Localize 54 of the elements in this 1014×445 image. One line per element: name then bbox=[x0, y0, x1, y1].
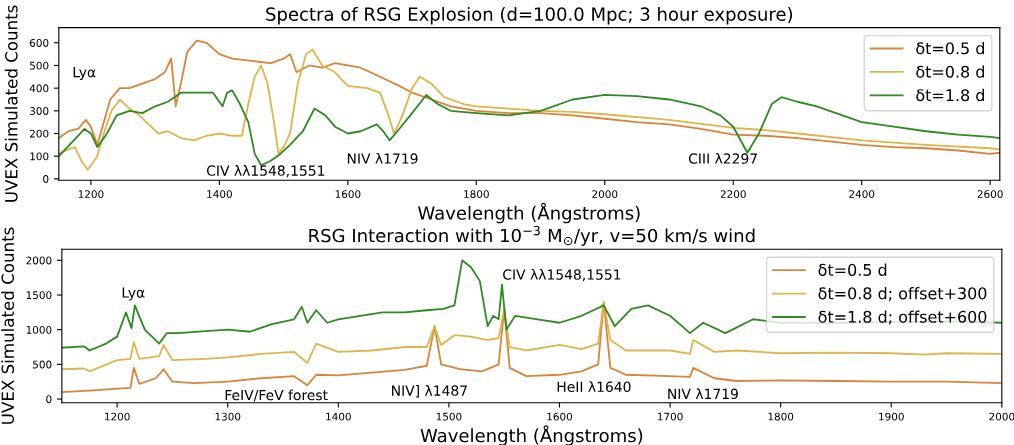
line-series bbox=[61, 301, 1002, 373]
x-tick-label: 1600 bbox=[335, 190, 361, 199]
legend-label: δt=0.8 d; offset+300 bbox=[818, 287, 987, 302]
y-tick-label: 100 bbox=[30, 152, 49, 161]
annotation: CIV λλ1548,1551 bbox=[206, 165, 325, 178]
x-tick-label: 2200 bbox=[720, 190, 746, 199]
y-axis-title: UVEX Simulated Counts bbox=[1, 227, 15, 424]
x-tick-label: 1600 bbox=[547, 412, 573, 421]
x-tick-label: 1500 bbox=[436, 412, 462, 421]
x-tick-label: 2600 bbox=[977, 190, 1003, 199]
y-tick-label: 1500 bbox=[26, 291, 52, 300]
annotation: NIV λ1719 bbox=[347, 153, 418, 164]
x-tick-label: 1800 bbox=[464, 190, 489, 199]
legend-label: δt=1.8 d bbox=[916, 88, 984, 102]
y-tick-label: 2000 bbox=[26, 256, 52, 265]
y-tick-label: 400 bbox=[29, 84, 49, 93]
y-tick-label: 500 bbox=[30, 61, 49, 70]
x-tick-label: 1700 bbox=[657, 412, 683, 421]
x-tick-label: 1900 bbox=[879, 412, 904, 421]
y-tick-label: 0 bbox=[43, 175, 49, 183]
y-tick-label: 0 bbox=[46, 395, 52, 404]
annotation: FeIV/FeV forest bbox=[225, 389, 328, 402]
x-axis-title: Wavelength (Ångstroms) bbox=[420, 425, 643, 445]
x-tick-label: 1200 bbox=[78, 190, 104, 199]
y-tick-label: 1000 bbox=[26, 325, 52, 334]
line-series bbox=[58, 39, 1000, 155]
x-axis-title: Wavelength (Ångstroms) bbox=[418, 202, 640, 224]
x-tick-label: 2000 bbox=[592, 190, 618, 199]
annotation: CIII λ2297 bbox=[688, 153, 757, 164]
annotation: CIV λλ1548,1551 bbox=[503, 269, 621, 282]
annotation: NIV] λ1487 bbox=[392, 385, 467, 398]
x-tick-label: 1400 bbox=[207, 190, 232, 199]
y-tick-label: 600 bbox=[29, 39, 49, 47]
y-axis-title: UVEX Simulated Counts bbox=[4, 5, 18, 202]
x-tick-label: 1800 bbox=[768, 412, 794, 421]
legend-label: δt=0.8 d bbox=[916, 65, 984, 78]
legend-label: δt=1.8 d; offset+600 bbox=[818, 310, 987, 325]
chart-title: RSG Interaction with 10$^{−3}$ M$_{⊙}$/yr, v=50 km/s wind bbox=[309, 225, 755, 246]
line-series bbox=[58, 89, 1000, 167]
legend-label: δt=0.5 d bbox=[818, 263, 887, 276]
x-tick-label: 1300 bbox=[215, 412, 241, 421]
x-tick-label: 1400 bbox=[326, 412, 351, 421]
x-tick-label: 2000 bbox=[989, 412, 1014, 421]
annotation: HeII λ1640 bbox=[557, 381, 631, 393]
y-tick-label: 300 bbox=[30, 107, 49, 115]
x-tick-label: 1200 bbox=[105, 412, 130, 421]
annotation: NIV λ1719 bbox=[668, 388, 738, 400]
x-tick-label: 2400 bbox=[849, 190, 875, 199]
chart-title: Spectra of RSG Explosion (d=100.0 Mpc; 3 hour exposure) bbox=[266, 6, 793, 25]
legend-label: δt=0.5 d bbox=[916, 41, 984, 55]
y-tick-label: 200 bbox=[29, 129, 49, 138]
annotation: Lyα bbox=[122, 287, 145, 301]
y-tick-label: 500 bbox=[33, 360, 52, 369]
annotation: Lyα bbox=[73, 67, 96, 81]
